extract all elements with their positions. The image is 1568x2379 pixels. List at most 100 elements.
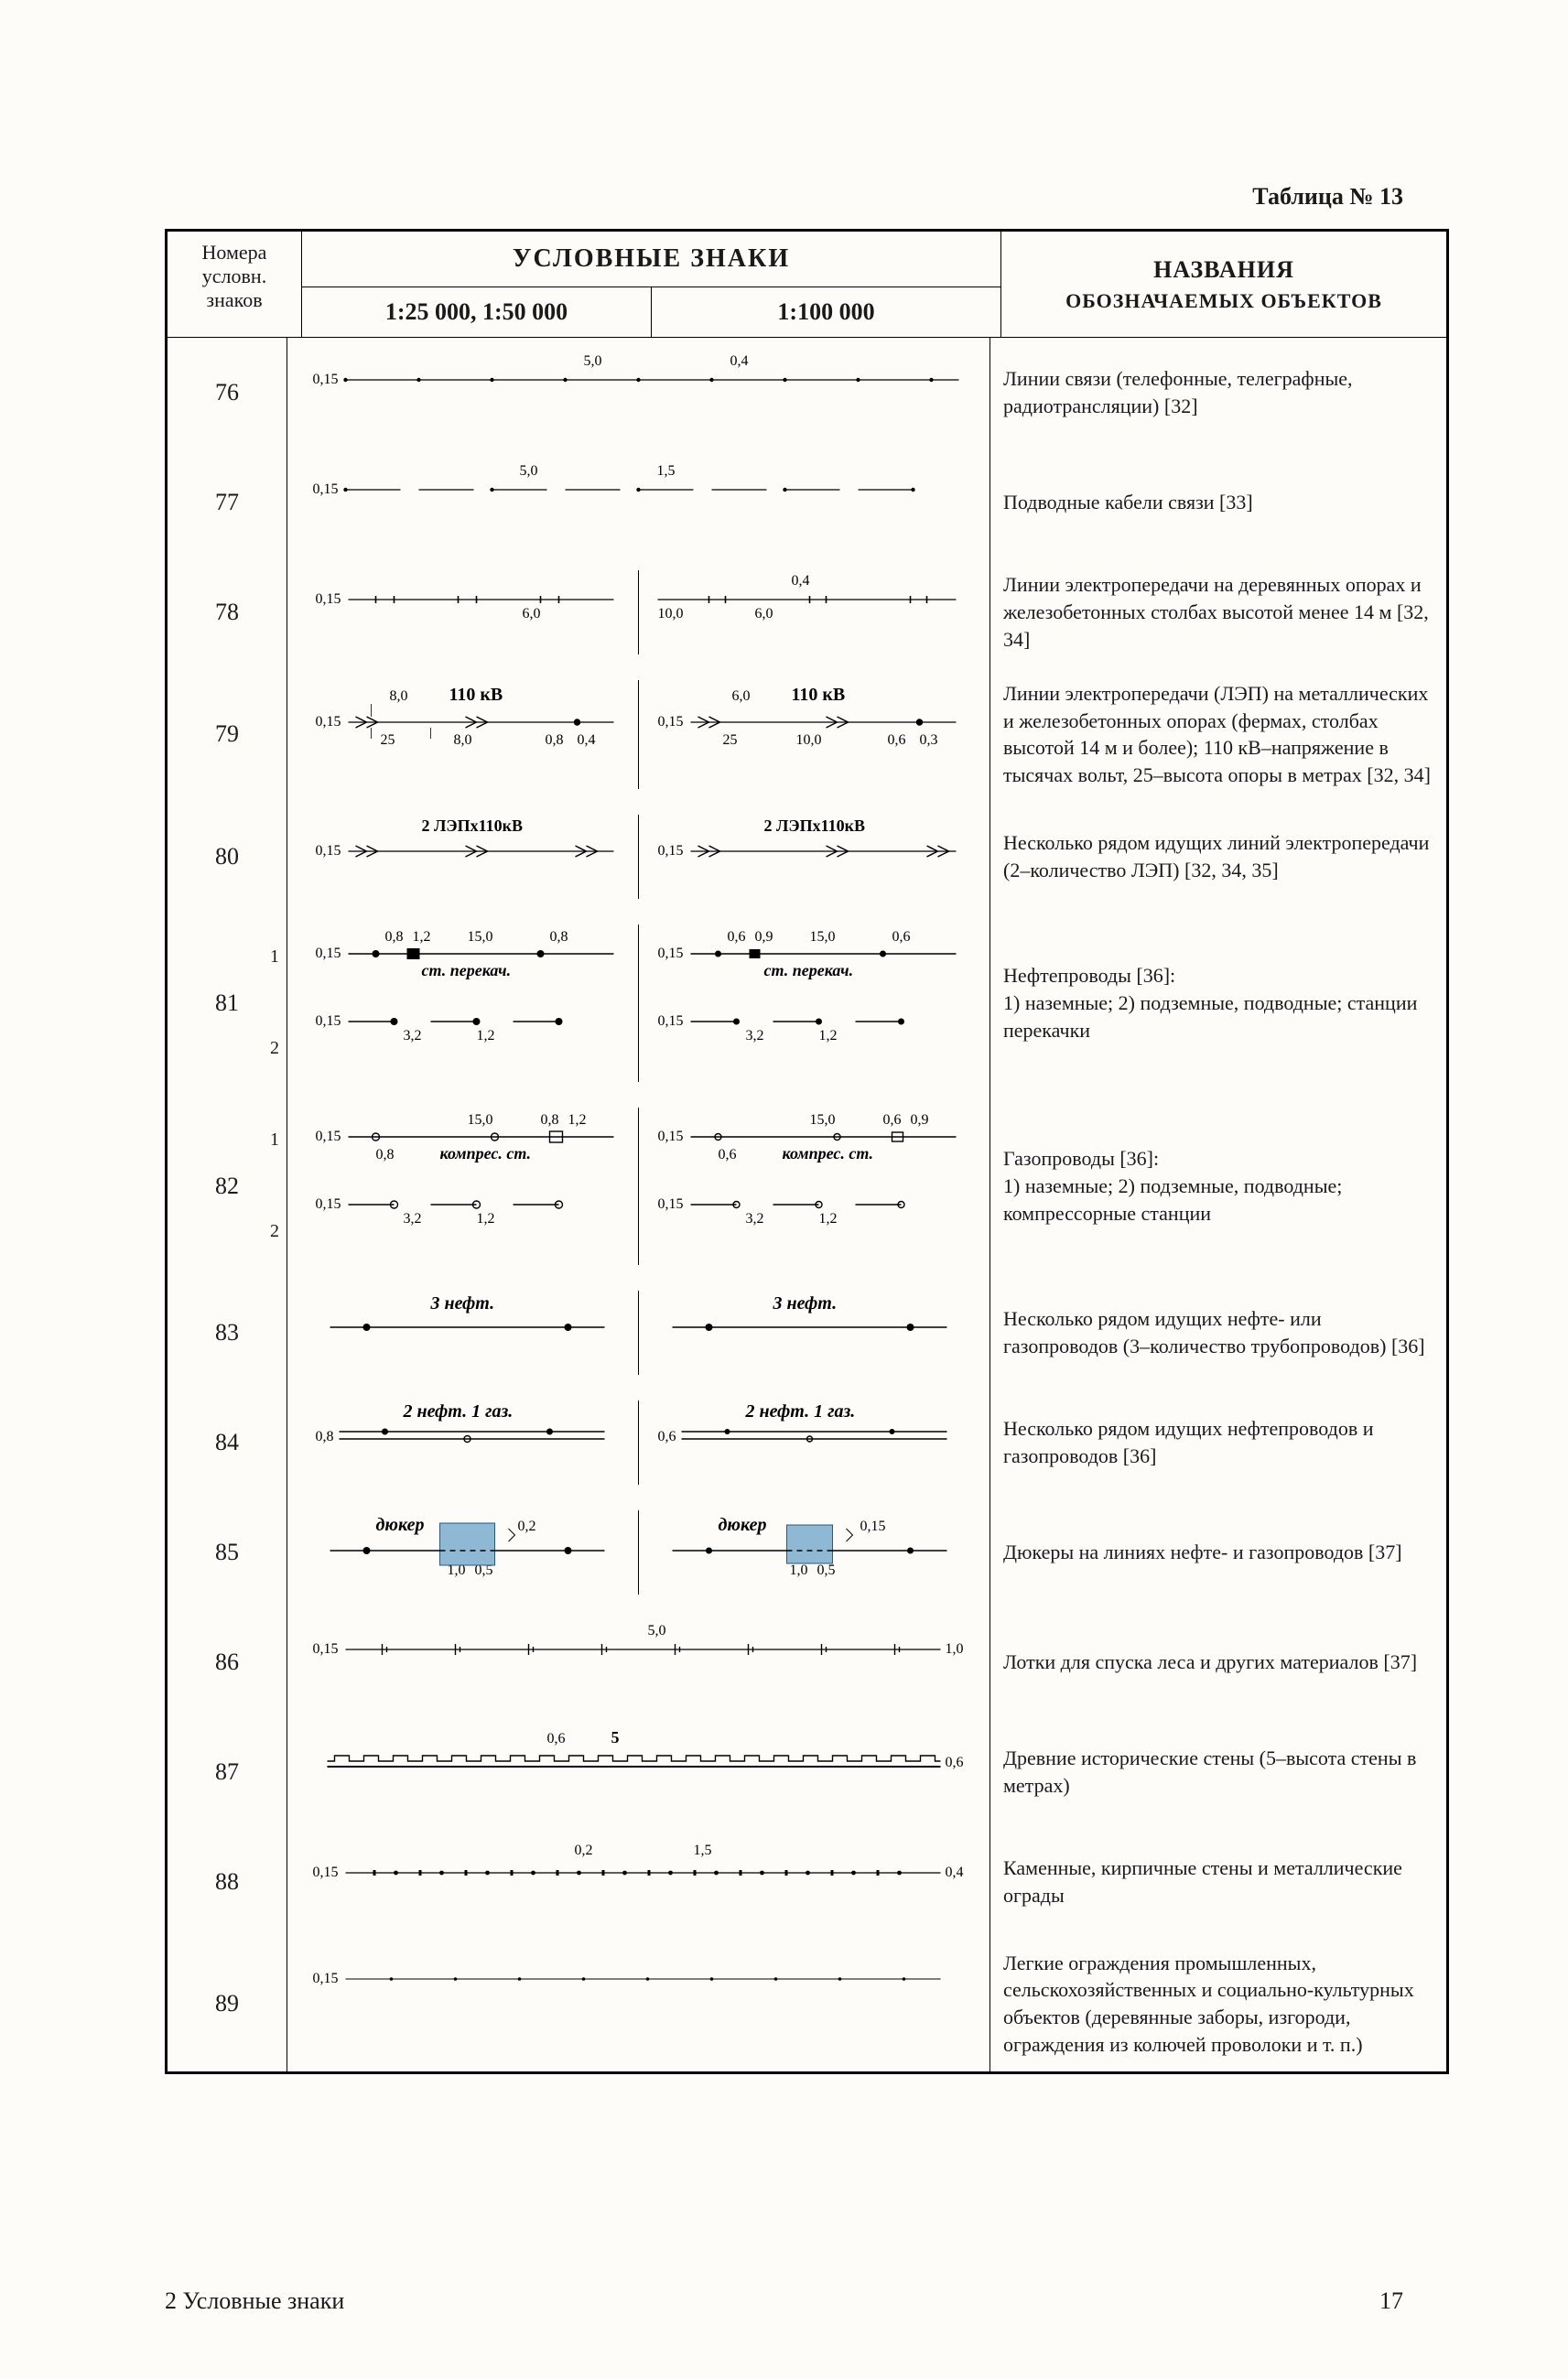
svg-text:110 кВ: 110 кВ — [792, 685, 846, 705]
table-row: 79 0,15 8,0 110 кВ 25 8,0 0,8 0,4 — [168, 667, 1446, 802]
desc-text: Линии электропередачи на деревян­ных опо… — [1003, 571, 1433, 653]
svg-text:5,0: 5,0 — [648, 1623, 666, 1638]
symbol-left: 0,15 0,8 1,2 15,0 0,8 ст. перекач. — [297, 925, 639, 1082]
symbol-left: 0,15 2 ЛЭПх110кВ — [297, 815, 639, 899]
svg-text:0,6: 0,6 — [888, 732, 906, 748]
col-num-header: Номера условн. знаков — [168, 232, 302, 337]
row-num: 87 — [168, 1717, 287, 1827]
svg-text:0,15: 0,15 — [316, 1129, 341, 1144]
svg-text:0,15: 0,15 — [313, 481, 339, 497]
svg-text:0,6: 0,6 — [946, 1755, 964, 1770]
num-text: 85 — [215, 1539, 239, 1566]
svg-text:0,8: 0,8 — [385, 929, 404, 945]
page: Таблица № 13 Номера условн. знаков УСЛОВ… — [0, 0, 1568, 2379]
desc-text: Линии электропередачи (ЛЭП) на металличе… — [1003, 680, 1433, 789]
svg-text:3,2: 3,2 — [404, 1211, 422, 1227]
symbol-84-l: 0,8 2 нефт. 1 газ. — [302, 1400, 633, 1455]
row-num: 77 — [168, 448, 287, 557]
symbol-82-l2: 0,15 3,2 1,2 — [302, 1190, 633, 1227]
hdr-num-l1: Номера — [175, 241, 294, 265]
svg-text:3,2: 3,2 — [746, 1211, 764, 1227]
row-num: 88 — [168, 1827, 287, 1937]
table-row: 84 0,8 2 нефт. 1 газ. — [168, 1388, 1446, 1498]
svg-text:1,0: 1,0 — [790, 1563, 808, 1578]
symbol-85-l: дюкер 0,2 1,0 0,5 — [302, 1510, 633, 1593]
svg-text:0,8: 0,8 — [316, 1429, 334, 1444]
symbol-cell: 3 нефт. 3 нефт. — [287, 1278, 990, 1388]
row-num: 82 1 2 — [168, 1095, 287, 1278]
row-num: 85 — [168, 1498, 287, 1607]
svg-text:0,15: 0,15 — [313, 372, 339, 387]
symbol-right: дюкер 0,15 1,0 0,5 — [639, 1510, 980, 1595]
row-num: 86 — [168, 1607, 287, 1717]
desc-cell: Несколько рядом идущих линий электропере… — [990, 802, 1446, 912]
table-row: 88 0,15 0,2 1,5 0,4 — [168, 1827, 1446, 1937]
svg-text:1,2: 1,2 — [819, 1211, 838, 1227]
svg-text:0,15: 0,15 — [658, 1129, 684, 1144]
hdr-desc-l1: НАЗВАНИЯ — [1009, 256, 1439, 284]
svg-text:0,4: 0,4 — [946, 1865, 964, 1880]
svg-text:0,5: 0,5 — [817, 1563, 836, 1578]
svg-text:ст. перекач.: ст. перекач. — [422, 961, 512, 979]
symbol-right: 0,6 2 нефт. 1 газ. — [639, 1400, 980, 1485]
table-row: 85 дюкер 0,2 1,0 0,5 — [168, 1498, 1446, 1607]
num-text: 82 — [215, 1173, 239, 1200]
hdr-desc-l2: ОБОЗНАЧАЕМЫХ ОБЪЕКТОВ — [1009, 289, 1439, 313]
symbol-82-l1: 0,15 0,8 15,0 0,8 1,2 компрес. ст. — [302, 1108, 633, 1190]
svg-text:0,8: 0,8 — [541, 1112, 559, 1128]
svg-text:0,15: 0,15 — [658, 1196, 684, 1212]
subnums: 1 2 — [270, 1095, 279, 1278]
desc-cell: Линии связи (телефонные, телеграф­ные, р… — [990, 338, 1446, 448]
svg-text:дюкер: дюкер — [719, 1515, 767, 1535]
symbol-79-r: 0,15 6,0 110 кВ 25 10,0 0,6 0,3 — [644, 680, 975, 762]
svg-text:1,0: 1,0 — [946, 1641, 964, 1657]
num-text: 88 — [215, 1868, 239, 1896]
col-symbols-header: УСЛОВНЫЕ ЗНАКИ 1:25 000, 1:50 000 1:100 … — [302, 232, 1001, 337]
symbol-81-r1: 0,15 0,6 0,9 15,0 0,6 ст. перекач. — [644, 925, 975, 1007]
svg-text:0,6: 0,6 — [719, 1147, 737, 1162]
symbol-right: 10,0 0,4 6,0 — [639, 570, 980, 654]
svg-text:110 кВ: 110 кВ — [449, 685, 503, 705]
svg-text:дюкер: дюкер — [376, 1515, 425, 1535]
svg-text:3,2: 3,2 — [404, 1028, 422, 1044]
symbol-76: 0,15 5,0 0,4 — [297, 351, 980, 406]
table-row: 82 1 2 0,15 0,8 15,0 0,8 1,2 — [168, 1095, 1446, 1278]
symbol-78-r: 10,0 0,4 6,0 — [644, 570, 975, 625]
table-row: 81 1 2 0,15 0,8 1,2 15,0 0,8 — [168, 912, 1446, 1095]
symbol-cell: 0,15 5,0 1,5 — [287, 448, 990, 557]
desc-text: Подводные кабели связи [33] — [1003, 489, 1253, 516]
symbol-77: 0,15 5,0 1,5 — [297, 460, 980, 515]
main-table: Номера условн. знаков УСЛОВНЫЕ ЗНАКИ 1:2… — [165, 229, 1449, 2074]
symbol-left: 0,15 0,8 15,0 0,8 1,2 компрес. ст. — [297, 1108, 639, 1265]
num-text: 83 — [215, 1319, 239, 1346]
table-body: 76 0,15 5,0 0,4 Линии связи (тел — [168, 338, 1446, 2071]
table-number: Таблица № 13 — [1252, 183, 1403, 211]
svg-text:6,0: 6,0 — [755, 606, 773, 622]
desc-cell: Линии электропередачи (ЛЭП) на металличе… — [990, 667, 1446, 802]
symbol-cell: 0,15 8,0 110 кВ 25 8,0 0,8 0,4 — [287, 667, 990, 802]
svg-text:1,2: 1,2 — [819, 1028, 838, 1044]
symbol-83-r: 3 нефт. — [644, 1291, 975, 1346]
subnum: 2 — [270, 1038, 279, 1059]
row-num: 84 — [168, 1388, 287, 1498]
svg-text:0,6: 0,6 — [728, 929, 746, 945]
svg-text:0,15: 0,15 — [860, 1519, 886, 1534]
table-row: 83 3 нефт. 3 нефт. — [168, 1278, 1446, 1388]
symbol-81-l2: 0,15 3,2 1,2 — [302, 1007, 633, 1044]
subnum: 1 — [270, 1130, 279, 1151]
svg-text:0,15: 0,15 — [316, 1196, 341, 1212]
num-text: 89 — [215, 1990, 239, 2017]
symbol-cell: 0,8 2 нефт. 1 газ. 0,6 2 нефт. 1 газ. — [287, 1388, 990, 1498]
footer-left: 2 Условные знаки — [165, 2287, 344, 2315]
svg-text:0,15: 0,15 — [313, 1971, 339, 1986]
hdr-num-l3: знаков — [175, 288, 294, 312]
svg-text:0,2: 0,2 — [518, 1519, 536, 1534]
symbol-87: 0,6 5 0,6 — [297, 1730, 980, 1785]
symbol-left: 0,15 6,0 — [297, 570, 639, 654]
svg-text:2 нефт. 1 газ.: 2 нефт. 1 газ. — [403, 1401, 514, 1422]
col-desc-header: НАЗВАНИЯ ОБОЗНАЧАЕМЫХ ОБЪЕКТОВ — [1001, 232, 1446, 337]
hdr-scale-right: 1:100 000 — [652, 287, 1000, 337]
svg-text:0,15: 0,15 — [316, 714, 341, 730]
row-num: 83 — [168, 1278, 287, 1388]
svg-text:3,2: 3,2 — [746, 1028, 764, 1044]
